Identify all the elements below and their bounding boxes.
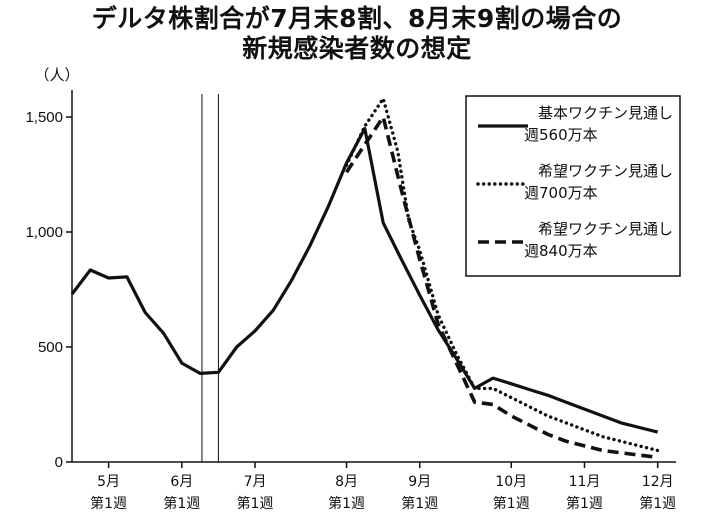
- x-tick-label-month: 9月: [408, 474, 431, 490]
- x-tick-label-month: 11月: [569, 474, 601, 490]
- x-tick-label-week: 第1週: [401, 495, 438, 512]
- x-tick-label-week: 第1週: [328, 495, 365, 512]
- x-tick-label-month: 7月: [244, 474, 267, 490]
- y-tick-label: 1,500: [25, 109, 63, 126]
- legend-sublabel: 週560万本: [524, 126, 598, 144]
- series-line-dotted: [344, 96, 660, 453]
- series-line-solid: [70, 126, 659, 434]
- x-tick-label-month: 12月: [642, 474, 674, 490]
- series-line-dashed: [344, 115, 658, 460]
- x-tick-label-week: 第1週: [237, 495, 274, 512]
- legend-sublabel: 週840万本: [524, 242, 598, 260]
- x-tick-label-month: 10月: [495, 474, 527, 490]
- y-tick-label: 0: [55, 454, 63, 471]
- legend-sublabel: 週700万本: [524, 184, 598, 202]
- x-tick-label-month: 5月: [97, 474, 120, 490]
- x-tick-label-week: 第1週: [493, 495, 530, 512]
- x-tick-label-month: 8月: [335, 474, 358, 490]
- chart-title-line-2: 新規感染者数の想定: [242, 34, 472, 63]
- y-tick-label: 500: [38, 339, 63, 356]
- x-tick-label-week: 第1週: [163, 495, 200, 512]
- legend-label: 基本ワクチン見通し: [538, 104, 673, 122]
- x-tick-label-week: 第1週: [639, 495, 676, 512]
- chart-title-line-1: デルタ株割合が7月末8割、8月末9割の場合の: [91, 4, 623, 33]
- x-tick-label-week: 第1週: [566, 495, 603, 512]
- legend: 基本ワクチン見通し週560万本希望ワクチン見通し週700万本希望ワクチン見通し週…: [465, 95, 681, 277]
- x-tick-label-month: 6月: [170, 474, 193, 490]
- x-tick-label-week: 第1週: [90, 495, 127, 512]
- legend-label: 希望ワクチン見通し: [538, 220, 673, 238]
- legend-label: 希望ワクチン見通し: [538, 162, 673, 180]
- y-tick-label: 1,000: [25, 224, 63, 241]
- chart-title: デルタ株割合が7月末8割、8月末9割の場合の 新規感染者数の想定: [0, 4, 714, 64]
- series-lines: [70, 96, 660, 460]
- y-axis-unit-label: （人）: [34, 66, 79, 84]
- reference-lines: [201, 94, 219, 462]
